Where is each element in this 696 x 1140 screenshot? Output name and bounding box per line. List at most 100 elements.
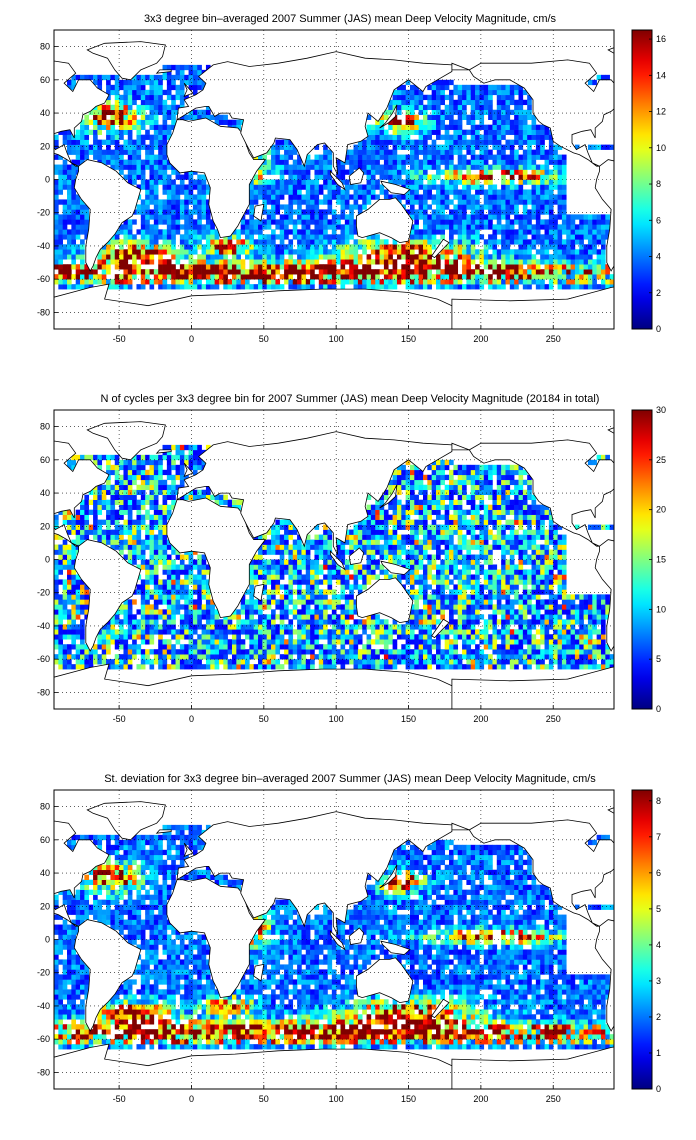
heatmap-cell: [596, 284, 602, 290]
heatmap-cell: [210, 604, 215, 610]
heatmap-cell: [540, 224, 545, 230]
heatmap-cell: [518, 144, 524, 150]
heatmap-cell: [179, 249, 185, 255]
heatmap-cell: [171, 184, 176, 190]
heatmap-cell: [548, 264, 554, 270]
heatmap-cell: [62, 199, 68, 205]
heatmap-cell: [366, 174, 372, 180]
heatmap-cell: [149, 154, 155, 160]
heatmap-cell: [292, 284, 298, 290]
heatmap-cell: [106, 154, 111, 160]
heatmap-cell: [396, 269, 402, 275]
heatmap-cell: [518, 109, 524, 116]
heatmap-cell: [305, 214, 311, 220]
heatmap-cell: [527, 279, 532, 285]
heatmap-cell: [188, 224, 194, 230]
heatmap-cell: [483, 624, 489, 630]
heatmap-cell: [462, 614, 467, 620]
heatmap-cell: [535, 204, 541, 210]
heatmap-cell: [492, 629, 498, 635]
heatmap-cell: [453, 134, 459, 140]
heatmap-cell: [496, 99, 502, 106]
heatmap-cell: [583, 614, 589, 620]
heatmap-cell: [501, 114, 506, 120]
heatmap-cell: [453, 124, 459, 130]
heatmap-cell: [440, 144, 445, 150]
heatmap-cell: [205, 279, 211, 285]
heatmap-cell: [258, 654, 263, 660]
heatmap-cell: [470, 89, 476, 96]
heatmap-cell: [561, 229, 567, 235]
heatmap-cell: [349, 614, 354, 620]
heatmap-cell: [75, 209, 81, 215]
heatmap-cell: [310, 284, 315, 290]
heatmap-cell: [392, 174, 398, 180]
heatmap-cell: [54, 139, 59, 145]
heatmap-cell: [553, 269, 558, 275]
heatmap-cell: [284, 224, 289, 230]
heatmap-cell: [553, 154, 558, 160]
heatmap-cell: [422, 124, 428, 130]
heatmap-cell: [470, 144, 476, 150]
heatmap-cell: [297, 239, 302, 245]
heatmap-cell: [466, 214, 472, 220]
heatmap-cell: [158, 249, 163, 255]
heatmap-cell: [119, 169, 124, 175]
heatmap-cell: [457, 209, 463, 215]
heatmap-cell: [587, 79, 593, 86]
heatmap-cell: [501, 264, 506, 270]
heatmap-cell: [557, 619, 563, 625]
heatmap-cell: [275, 144, 281, 150]
heatmap-cell: [479, 104, 485, 111]
heatmap-cell: [158, 649, 163, 655]
heatmap-cell: [509, 84, 515, 91]
heatmap-cell: [140, 664, 146, 670]
heatmap-cell: [479, 139, 485, 145]
heatmap-cell: [457, 149, 463, 155]
heatmap-cell: [218, 639, 224, 645]
heatmap-cell: [522, 99, 528, 106]
heatmap-cell: [301, 209, 307, 215]
heatmap-cell: [496, 264, 502, 270]
heatmap-cell: [436, 199, 441, 205]
heatmap-cell: [162, 99, 168, 106]
heatmap-cell: [553, 609, 558, 615]
heatmap-cell: [119, 144, 124, 150]
heatmap-cell: [349, 194, 354, 200]
heatmap-cell: [275, 199, 281, 205]
heatmap-cell: [566, 244, 571, 250]
heatmap-cell: [127, 274, 133, 280]
heatmap-cell: [318, 229, 324, 235]
heatmap-cell: [518, 639, 524, 645]
heatmap-cell: [58, 189, 63, 195]
heatmap-cell: [140, 119, 146, 125]
heatmap-cell: [331, 604, 337, 610]
heatmap-cell: [535, 659, 541, 665]
heatmap-cell: [158, 664, 163, 670]
heatmap-cell: [266, 214, 272, 220]
heatmap-cell: [84, 614, 90, 620]
heatmap-cell: [357, 209, 363, 215]
heatmap-cell: [240, 649, 246, 655]
heatmap-cell: [583, 219, 589, 225]
heatmap-cell: [509, 284, 515, 290]
heatmap-cell: [149, 224, 155, 230]
heatmap-cell: [158, 104, 163, 111]
heatmap-cell: [353, 264, 359, 270]
heatmap-cell: [240, 279, 246, 285]
heatmap-cell: [475, 174, 480, 180]
heatmap-cell: [514, 89, 519, 96]
heatmap-cell: [318, 609, 324, 615]
heatmap-cell: [331, 229, 337, 235]
heatmap-cell: [75, 199, 81, 205]
heatmap-cell: [566, 619, 571, 625]
heatmap-cell: [71, 149, 76, 155]
heatmap-cell: [535, 639, 541, 645]
heatmap-cell: [401, 254, 406, 260]
heatmap-cell: [383, 644, 389, 650]
heatmap-cell: [548, 279, 554, 285]
heatmap-cell: [366, 254, 372, 260]
heatmap-cell: [336, 619, 341, 625]
heatmap-cell: [431, 139, 437, 145]
heatmap-cell: [449, 199, 454, 205]
